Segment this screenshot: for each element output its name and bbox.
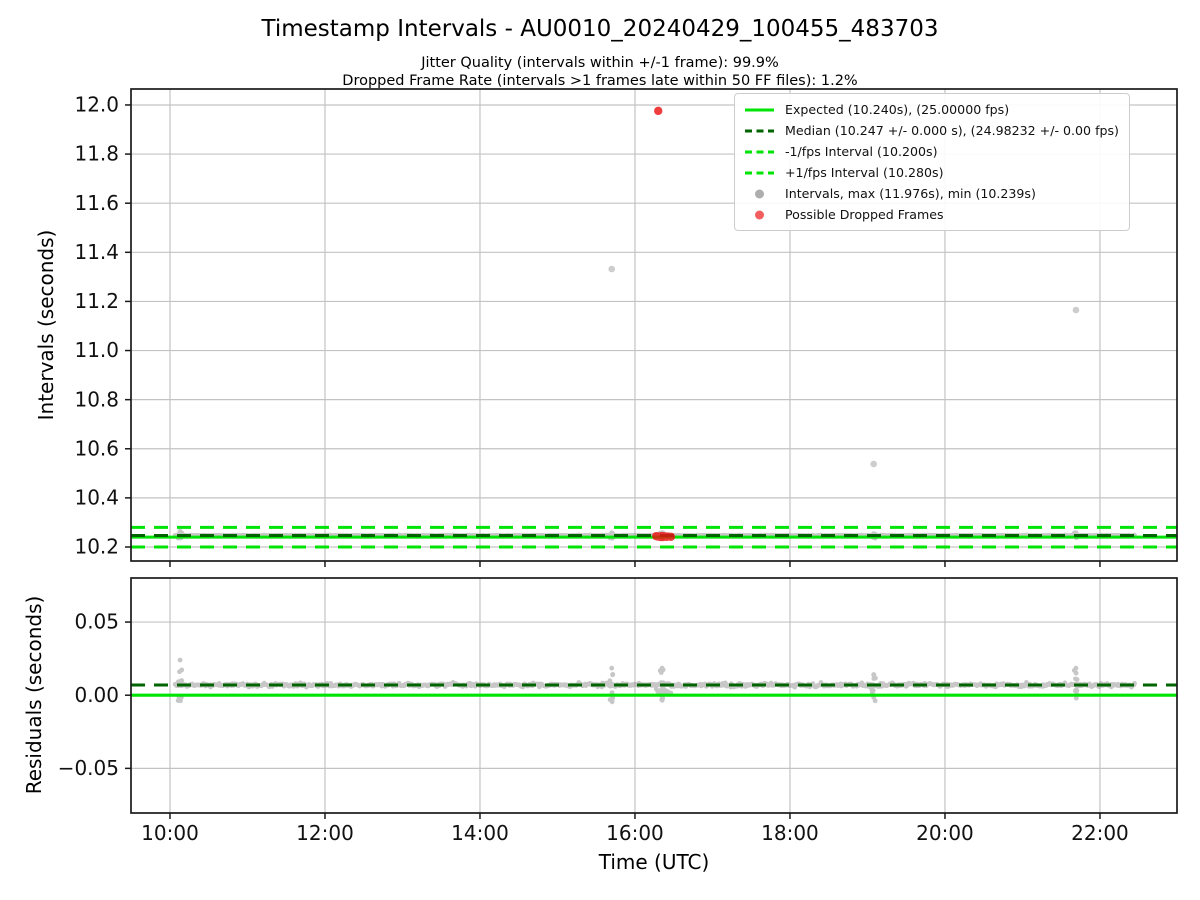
interval-point [1073,688,1078,694]
legend-item-intervals: Intervals, max (11.976s), min (10.239s) [743,183,1119,204]
y-tick-label: 11.2 [74,289,119,313]
interval-point [1073,695,1079,701]
legend-swatch-plus-1fps-line-icon [745,171,774,174]
x-axis-label-time-utc: Time (UTC) [598,850,710,874]
interval-point [871,672,877,678]
intervals-plot: 10.2 10.4 10.6 10.8 11.0 11.2 11.4 11.6 11.8 12.0 [74,88,1178,567]
y-tick-label: 11.8 [74,142,119,166]
legend-label-intervals: Intervals, max (11.976s), min (10.239s) [785,186,1036,201]
x-tick-label: 22:00 [1071,821,1129,845]
interval-point [179,678,185,683]
dropped-frame-outlier-point [654,106,663,116]
legend: Expected (10.240s), (25.00000 fps) Media… [734,93,1130,231]
legend-swatch-median-line-icon [745,129,774,132]
legend-item-minus-1fps: -1/fps Interval (10.200s) [743,141,1119,162]
intervals-ticks: 10.2 10.4 10.6 10.8 11.0 11.2 11.4 11.6 11.8 12.0 [74,93,1101,567]
interval-point [658,670,664,675]
y-tick-label: −0.05 [58,756,119,780]
residuals-plot-area [131,256,1177,705]
legend-swatch-intervals-dot-icon [755,189,764,198]
legend-item-median: Median (10.247 +/- 0.000 s), (24.98232 +… [743,120,1119,141]
legend-item-expected: Expected (10.240s), (25.00000 fps) [743,99,1119,120]
y-tick-label: 10.4 [74,485,119,509]
y-axis-label-intervals: Intervals (seconds) [34,229,58,421]
legend-item-dropped-frames: Possible Dropped Frames [743,204,1119,225]
y-tick-label: 10.6 [74,436,119,460]
x-tick-label: 12:00 [296,821,354,845]
y-axis-label-residuals: Residuals (seconds) [22,595,46,795]
interval-point [659,697,665,702]
y-tick-label: 11.6 [74,191,119,215]
interval-point [1073,670,1079,676]
interval-outlier-point [870,460,877,468]
chart-subtitle-dropped-frame-rate: Dropped Frame Rate (intervals >1 frames … [342,73,858,89]
legend-swatch-dropped-frames-dot-icon [755,210,764,219]
legend-label-minus-1fps: -1/fps Interval (10.200s) [785,144,938,159]
interval-point [609,699,615,705]
legend-label-median: Median (10.247 +/- 0.000 s), (24.98232 +… [785,123,1119,138]
legend-swatch-minus-1fps-line-icon [745,150,774,153]
interval-point [608,683,614,689]
legend-swatch-expected-line-icon [745,108,774,111]
legend-dot-sample [755,189,764,198]
dropped-frame-points [652,106,676,542]
interval-outlier-point [608,265,616,273]
interval-outlier-point [870,256,877,263]
residuals-plot: 10:00 12:00 14:00 16:00 18:00 20:00 22:00 −0.05… [58,256,1178,845]
interval-point [872,698,878,704]
residuals-ticks: 10:00 12:00 14:00 16:00 18:00 20:00 22:00 −0.05… [58,610,1129,845]
x-tick-label: 14:00 [451,821,509,845]
legend-label-dropped-frames: Possible Dropped Frames [785,207,944,222]
intervals-plot-area [131,106,1177,549]
intervals-interval-points [172,265,1137,541]
y-tick-label: 11.0 [74,338,119,362]
chart-title: Timestamp Intervals - AU0010_20240429_10… [261,16,939,42]
interval-point [609,530,615,536]
intervals-spines [130,88,1178,562]
x-tick-label: 20:00 [916,821,974,845]
y-tick-label: 12.0 [74,93,119,117]
interval-outlier-point [1072,306,1080,314]
legend-label-expected: Expected (10.240s), (25.00000 fps) [785,102,1010,117]
interval-point [177,657,183,663]
x-tick-label: 10:00 [141,821,199,845]
interval-point [1073,676,1078,682]
y-tick-label: 10.2 [74,535,119,559]
x-tick-label: 16:00 [606,821,664,845]
interval-point [178,698,183,704]
interval-point [659,665,665,671]
y-tick-label: 0.00 [74,683,119,707]
interval-point [870,688,876,694]
dropped-frame-point [659,532,668,541]
y-tick-label: 0.05 [74,610,119,634]
interval-point [177,669,182,675]
legend-item-plus-1fps: +1/fps Interval (10.280s) [743,162,1119,183]
interval-point [610,672,615,678]
y-tick-label: 11.4 [74,240,119,264]
legend-dot-sample [755,210,764,219]
interval-point [177,528,183,534]
legend-label-plus-1fps: +1/fps Interval (10.280s) [785,165,944,180]
x-tick-label: 18:00 [761,821,819,845]
interval-point [607,678,613,684]
y-tick-label: 10.8 [74,387,119,411]
interval-point [609,665,615,671]
interval-point [1073,665,1079,671]
chart-subtitle-jitter-quality: Jitter Quality (intervals within +/-1 fr… [421,55,779,71]
